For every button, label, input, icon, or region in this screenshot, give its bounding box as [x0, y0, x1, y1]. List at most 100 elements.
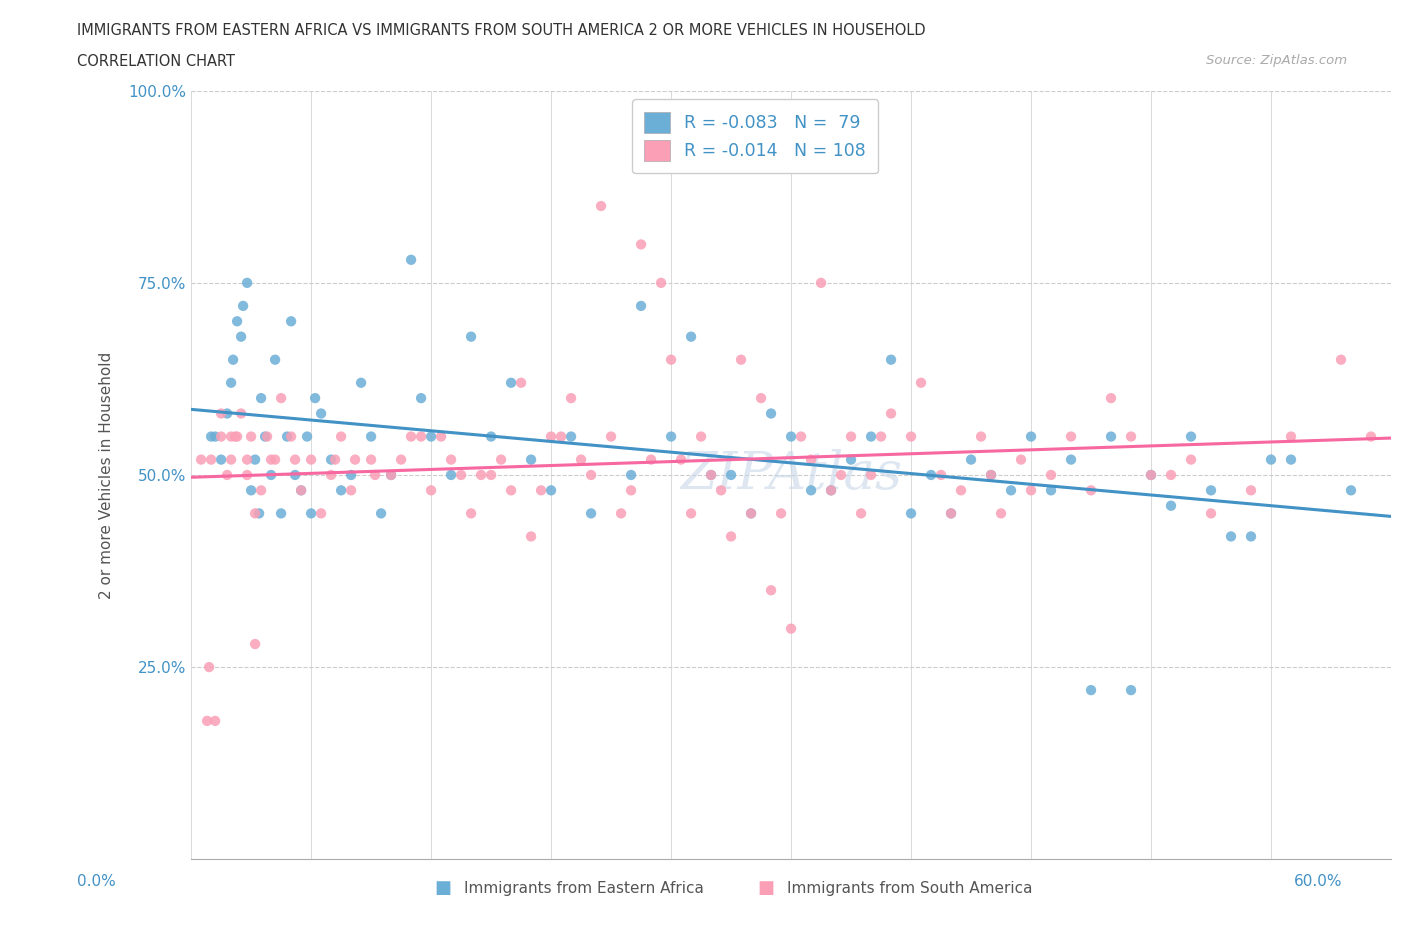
Point [770, 506, 793, 521]
Text: Immigrants from South America: Immigrants from South America [787, 881, 1033, 896]
Point [560, 429, 582, 444]
Point [700, 468, 723, 483]
Point [749, 391, 772, 405]
Point [304, 391, 326, 405]
Point [910, 376, 932, 391]
Point [260, 452, 283, 467]
Point [600, 429, 623, 444]
Point [280, 313, 302, 328]
Point [939, 506, 962, 521]
Point [790, 429, 813, 444]
Point [1119, 429, 1142, 444]
Point [610, 506, 633, 521]
Point [1140, 468, 1163, 483]
Point [839, 429, 862, 444]
Text: 60.0%: 60.0% [1295, 874, 1343, 889]
Point [540, 483, 562, 498]
Point [290, 483, 312, 498]
Point [690, 429, 713, 444]
Point [730, 352, 752, 367]
Point [780, 621, 803, 636]
Point [217, 406, 239, 421]
Point [980, 468, 1002, 483]
Point [839, 452, 862, 467]
Point [510, 376, 533, 391]
Point [440, 468, 463, 483]
Point [309, 506, 332, 521]
Point [200, 452, 222, 467]
Point [229, 406, 252, 421]
Point [1060, 429, 1083, 444]
Point [591, 199, 613, 214]
Point [970, 429, 993, 444]
Point [236, 468, 259, 483]
Point [204, 713, 226, 728]
Point [236, 452, 259, 467]
Point [200, 429, 222, 444]
Point [820, 483, 842, 498]
Point [800, 483, 823, 498]
Point [340, 483, 363, 498]
Point [1199, 483, 1222, 498]
Point [860, 429, 883, 444]
Point [350, 376, 373, 391]
Point [450, 468, 472, 483]
Point [195, 713, 218, 728]
Point [389, 452, 412, 467]
Point [190, 452, 212, 467]
Point [299, 506, 322, 521]
Point [650, 275, 672, 290]
Point [960, 452, 983, 467]
Point [440, 452, 463, 467]
Point [1180, 429, 1202, 444]
Point [479, 429, 502, 444]
Point [990, 506, 1012, 521]
Point [1360, 429, 1382, 444]
Point [270, 506, 292, 521]
Point [1010, 452, 1032, 467]
Point [340, 468, 363, 483]
Point [280, 429, 302, 444]
Point [470, 468, 492, 483]
Point [198, 659, 221, 674]
Point [319, 468, 342, 483]
Point [759, 583, 782, 598]
Point [1279, 452, 1302, 467]
Point [849, 506, 872, 521]
Point [1099, 429, 1122, 444]
Point [219, 376, 242, 391]
Point [1040, 483, 1063, 498]
Point [759, 406, 782, 421]
Point [226, 313, 249, 328]
Point [1080, 683, 1102, 698]
Point [1060, 452, 1083, 467]
Point [299, 452, 322, 467]
Y-axis label: 2 or more Vehicles in Household: 2 or more Vehicles in Household [100, 352, 114, 599]
Point [284, 452, 307, 467]
Point [920, 468, 942, 483]
Point [700, 468, 723, 483]
Point [360, 429, 382, 444]
Point [499, 376, 522, 391]
Point [399, 252, 422, 267]
Point [620, 468, 643, 483]
Point [1330, 352, 1353, 367]
Point [319, 452, 342, 467]
Point [830, 468, 852, 483]
Point [254, 429, 277, 444]
Point [1340, 483, 1362, 498]
Text: ■: ■ [434, 879, 451, 897]
Point [900, 506, 922, 521]
Point [860, 468, 883, 483]
Point [226, 429, 249, 444]
Point [240, 483, 263, 498]
Point [939, 506, 962, 521]
Point [264, 452, 287, 467]
Point [409, 429, 432, 444]
Point [219, 452, 242, 467]
Point [720, 468, 742, 483]
Point [270, 391, 292, 405]
Point [323, 452, 346, 467]
Point [1180, 452, 1202, 467]
Point [1279, 429, 1302, 444]
